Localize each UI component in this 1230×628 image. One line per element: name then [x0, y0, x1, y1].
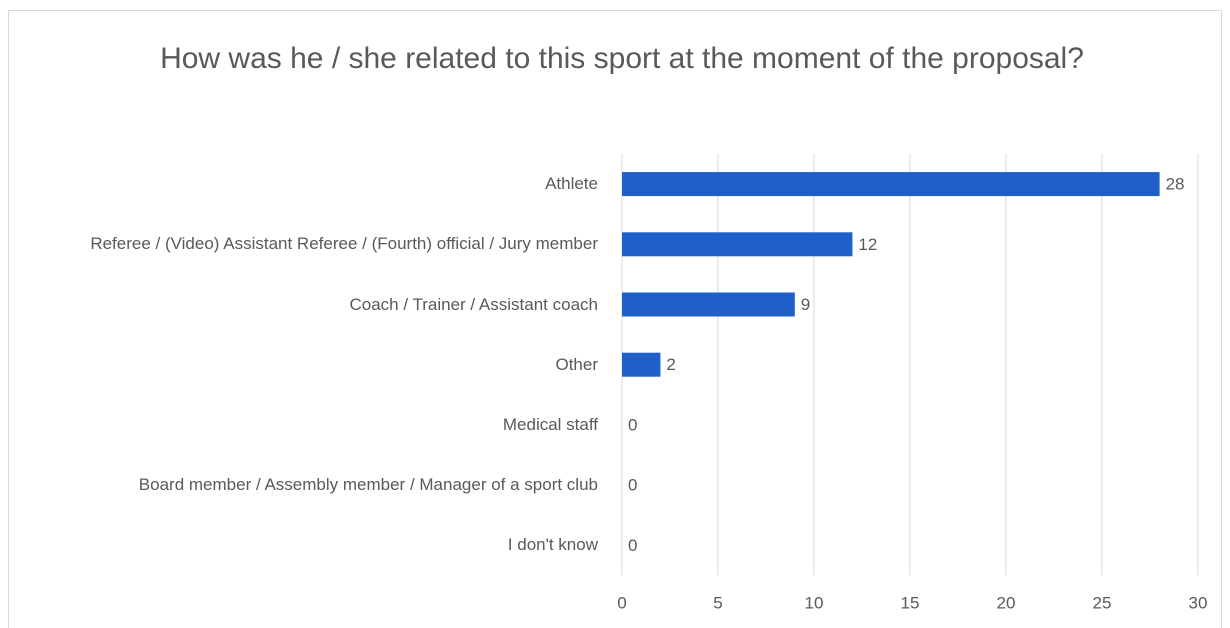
data-label: 0 — [628, 536, 637, 555]
x-tick-label: 25 — [1093, 593, 1112, 612]
y-tick-label: Other — [555, 354, 598, 374]
chart-border — [8, 10, 1222, 628]
bar — [622, 352, 661, 377]
y-tick-label: Athlete — [545, 174, 598, 194]
x-tick-label: 20 — [997, 593, 1016, 612]
data-label: 28 — [1166, 175, 1185, 194]
bar — [622, 292, 795, 317]
y-tick-label: I don't know — [507, 535, 598, 555]
data-label: 0 — [628, 476, 637, 495]
x-tick-label: 5 — [713, 593, 722, 612]
x-tick-label: 0 — [617, 593, 626, 612]
chart-title: How was he / she related to this sport a… — [160, 42, 1084, 75]
y-tick-label: Coach / Trainer / Assistant coach — [349, 294, 598, 314]
bar — [622, 172, 1160, 197]
data-label: 0 — [628, 415, 637, 434]
y-tick-label: Referee / (Video) Assistant Referee / (F… — [90, 234, 598, 254]
data-label: 12 — [858, 235, 877, 254]
x-tick-label: 15 — [901, 593, 920, 612]
data-label: 2 — [666, 355, 675, 374]
x-tick-label: 30 — [1189, 593, 1208, 612]
data-label: 9 — [801, 295, 810, 314]
y-tick-label: Board member / Assembly member / Manager… — [138, 475, 598, 495]
y-tick-label: Medical staff — [502, 414, 598, 434]
x-tick-label: 10 — [805, 593, 824, 612]
bar — [622, 232, 853, 257]
